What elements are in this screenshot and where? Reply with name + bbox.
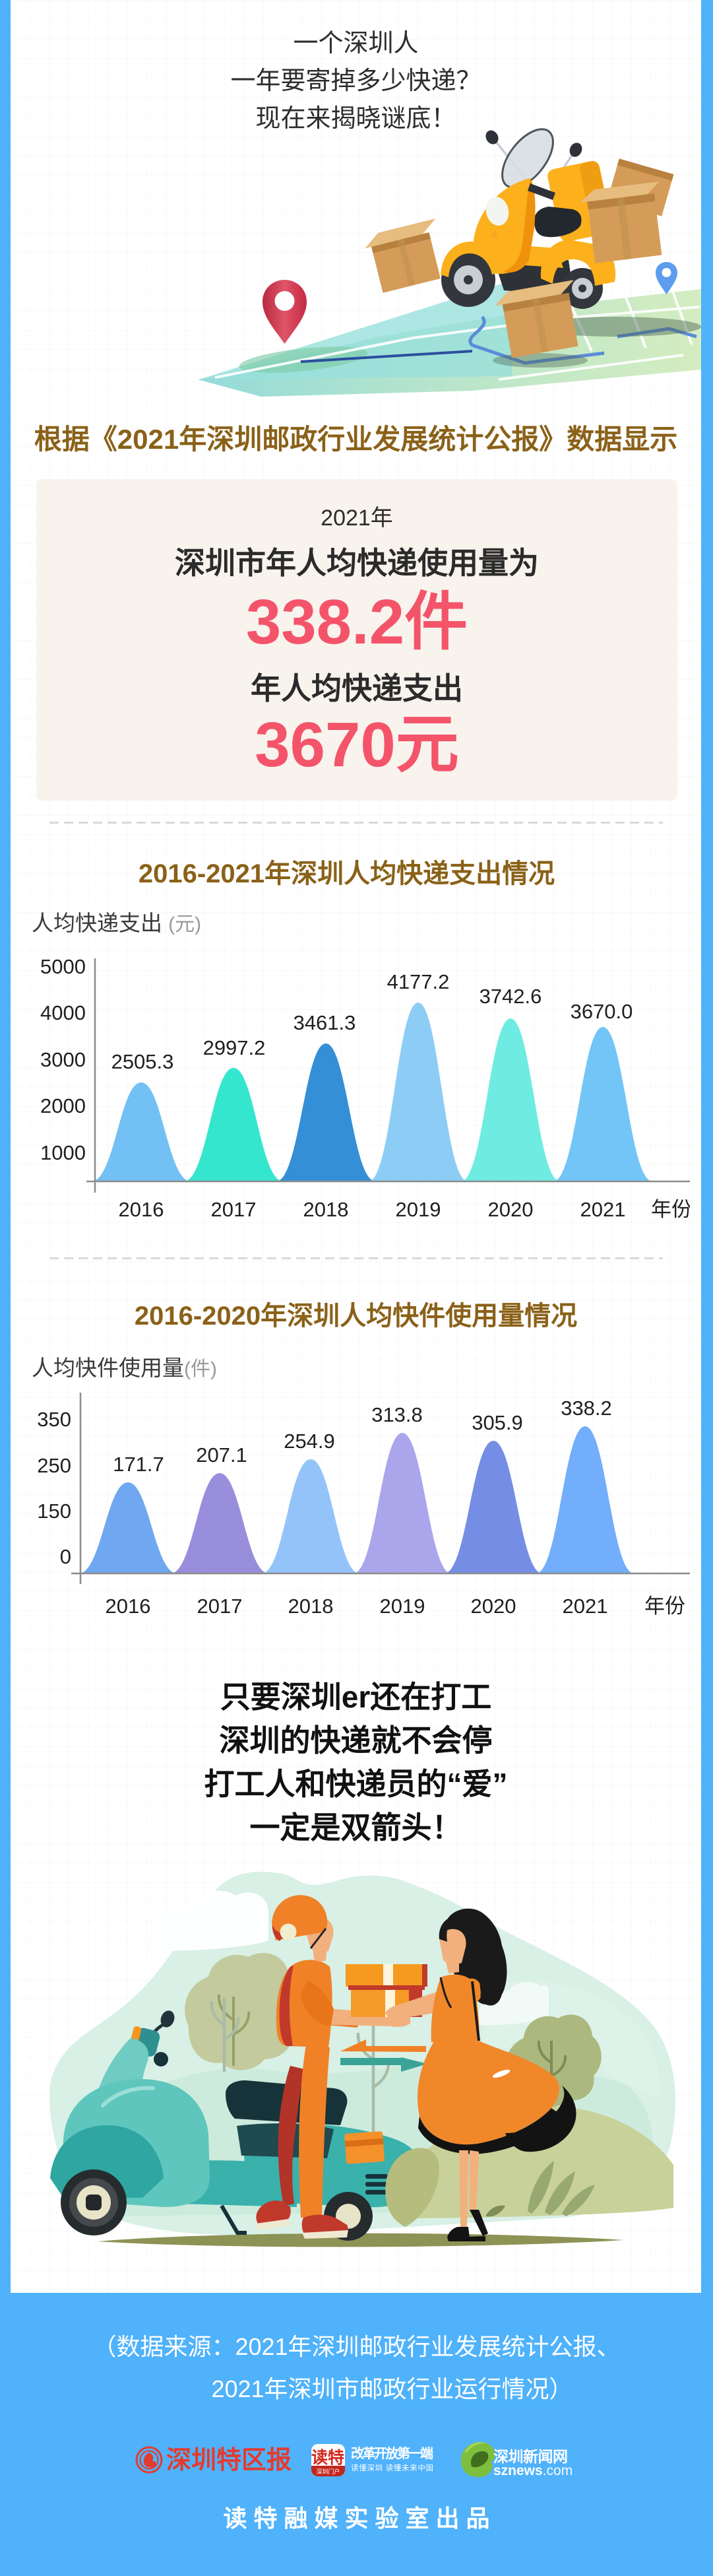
svg-text:年份: 年份 <box>651 1198 690 1221</box>
svg-text:254.9: 254.9 <box>284 1430 335 1453</box>
svg-text:sznews.com: sznews.com <box>493 2463 573 2478</box>
svg-text:3000: 3000 <box>40 1048 86 1071</box>
svg-text:3670.0: 3670.0 <box>571 1000 633 1023</box>
svg-text:2020: 2020 <box>488 1198 534 1221</box>
svg-text:2017: 2017 <box>211 1198 257 1221</box>
svg-text:207.1: 207.1 <box>196 1443 247 1467</box>
svg-text:4177.2: 4177.2 <box>387 970 450 993</box>
svg-text:2505.3: 2505.3 <box>111 1050 174 1073</box>
svg-text:2019: 2019 <box>380 1595 425 1618</box>
svg-text:深圳新闻网: 深圳新闻网 <box>493 2448 568 2465</box>
svg-text:1000: 1000 <box>40 1141 86 1164</box>
svg-text:350: 350 <box>37 1408 71 1431</box>
svg-text:2017: 2017 <box>197 1595 243 1618</box>
svg-text:2018: 2018 <box>303 1198 349 1221</box>
svg-text:171.7: 171.7 <box>113 1453 164 1476</box>
svg-text:2021: 2021 <box>580 1198 626 1221</box>
svg-text:3461.3: 3461.3 <box>294 1011 356 1034</box>
svg-text:3742.6: 3742.6 <box>480 985 542 1008</box>
svg-text:2016: 2016 <box>119 1198 164 1221</box>
svg-text:2021: 2021 <box>563 1595 608 1618</box>
svg-text:4000: 4000 <box>40 1001 86 1024</box>
svg-text:2020: 2020 <box>471 1595 516 1618</box>
svg-text:2016: 2016 <box>106 1595 151 1618</box>
svg-text:2997.2: 2997.2 <box>203 1036 266 1059</box>
svg-text:读特: 读特 <box>311 2449 344 2467</box>
svg-text:2018: 2018 <box>288 1595 334 1618</box>
svg-text:读懂深圳 读懂未来中国: 读懂深圳 读懂未来中国 <box>351 2463 433 2472</box>
svg-text:年份: 年份 <box>644 1595 685 1618</box>
svg-text:2019: 2019 <box>396 1198 441 1221</box>
svg-text:深圳门户: 深圳门户 <box>316 2468 340 2475</box>
svg-text:250: 250 <box>37 1454 71 1477</box>
svg-text:2000: 2000 <box>40 1094 86 1117</box>
svg-text:改革开放第一端: 改革开放第一端 <box>351 2445 433 2461</box>
svg-text:305.9: 305.9 <box>472 1411 523 1434</box>
svg-text:5000: 5000 <box>40 955 86 978</box>
svg-text:深圳特区报: 深圳特区报 <box>166 2447 292 2474</box>
svg-text:313.8: 313.8 <box>371 1403 423 1426</box>
svg-text:338.2: 338.2 <box>561 1397 612 1420</box>
svg-text:150: 150 <box>37 1500 71 1523</box>
svg-text:0: 0 <box>60 1545 71 1568</box>
